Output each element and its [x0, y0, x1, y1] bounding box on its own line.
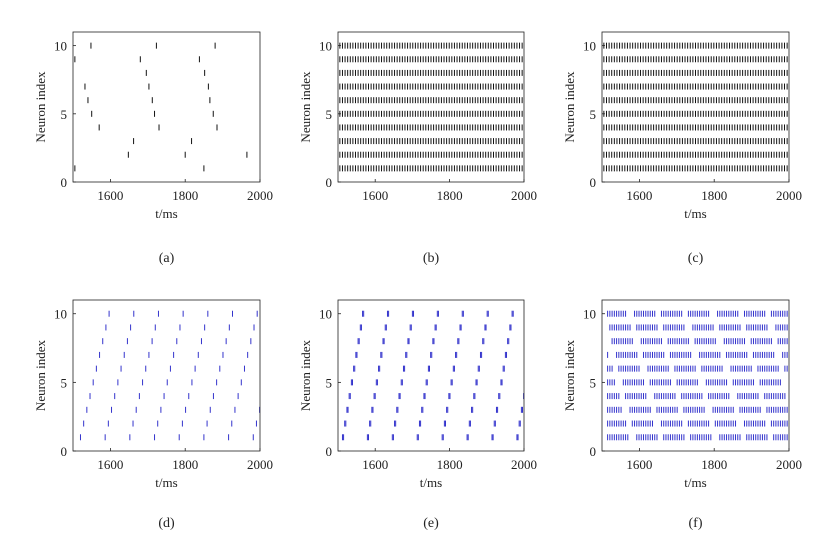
x-tick-label: 1800	[172, 188, 198, 203]
y-tick-label: 5	[326, 375, 333, 390]
y-tick-label: 5	[590, 107, 597, 122]
y-tick-label: 0	[61, 444, 68, 459]
x-tick-label: 2000	[247, 188, 273, 203]
axes-frame	[601, 299, 790, 452]
y-tick-label: 0	[326, 175, 333, 190]
y-tick-label: 10	[583, 39, 596, 54]
x-tick-label: 1600	[362, 188, 388, 203]
panel-label: (c)	[688, 251, 704, 266]
axes-frame	[337, 31, 525, 183]
spike-raster	[341, 310, 525, 441]
panel-e: 1600 1800 2000 0 5 10 t/ms Neuron index (e)	[298, 299, 537, 531]
y-tick-label: 5	[61, 375, 68, 390]
x-tick-label: 1600	[626, 188, 652, 203]
panel-a: 1600 1800 2000 0 5 10 t/ms Neuron index (a)	[33, 31, 273, 266]
y-axis-label: Neuron index	[562, 339, 577, 411]
panel-d: 1600 1800 2000 0 5 10 t/ms Neuron index (d)	[33, 299, 273, 531]
x-tick-label: 1600	[97, 457, 123, 472]
y-tick-label: 5	[590, 375, 597, 390]
x-tick-label: 1800	[437, 457, 463, 472]
x-tick-label: 1800	[437, 188, 463, 203]
panel-label: (a)	[159, 251, 175, 266]
x-tick-label: 2000	[776, 457, 802, 472]
spike-raster	[74, 42, 248, 172]
x-tick-label: 1600	[97, 188, 123, 203]
panel-label: (d)	[158, 516, 175, 531]
y-axis-label: Neuron index	[33, 339, 48, 411]
y-tick-label: 0	[590, 175, 597, 190]
y-axis-label: Neuron index	[298, 339, 313, 411]
spike-raster	[607, 310, 788, 441]
y-tick-label: 10	[54, 39, 67, 54]
y-tick-label: 10	[319, 39, 332, 54]
x-tick-label: 1800	[701, 188, 727, 203]
x-axis-label: t/ms	[155, 206, 177, 221]
y-tick-label: 0	[590, 444, 597, 459]
y-tick-label: 10	[583, 307, 596, 322]
axes-frame	[72, 31, 261, 183]
y-tick-label: 0	[61, 175, 68, 190]
x-tick-label: 1800	[172, 457, 198, 472]
panel-f: 1600 1800 2000 0 5 10 t/ms Neuron index (f)	[562, 299, 802, 531]
x-axis-label: t/ms	[684, 475, 706, 490]
y-tick-label: 10	[54, 307, 67, 322]
y-tick-label: 0	[326, 444, 333, 459]
panel-label: (f)	[689, 516, 703, 531]
y-axis-label: Neuron index	[33, 71, 48, 143]
x-tick-label: 1600	[362, 457, 388, 472]
spike-raster	[339, 42, 523, 172]
x-tick-label: 2000	[776, 188, 802, 203]
y-tick-label: 10	[319, 307, 332, 322]
panel-b: 1600 1800 2000 0 5 10 Neuron index (b)	[298, 31, 537, 266]
y-axis-label: Neuron index	[298, 71, 313, 143]
x-axis-label: t/ms	[684, 206, 706, 221]
spike-raster	[603, 42, 788, 172]
y-axis-label: Neuron index	[562, 71, 577, 143]
axes-frame	[601, 31, 790, 183]
panel-label: (e)	[423, 516, 439, 531]
x-tick-label: 2000	[511, 457, 537, 472]
y-tick-label: 5	[61, 107, 68, 122]
panel-c: 1600 1800 2000 0 5 10 t/ms Neuron index (c)	[562, 31, 802, 266]
x-tick-label: 2000	[511, 188, 537, 203]
axes-frame	[72, 299, 261, 452]
x-axis-label: t/ms	[420, 475, 442, 490]
panel-label: (b)	[423, 251, 440, 266]
y-tick-label: 5	[326, 107, 333, 122]
axes-frame	[337, 299, 525, 452]
x-axis-label: t/ms	[155, 475, 177, 490]
spike-raster	[79, 310, 261, 441]
x-tick-label: 1600	[626, 457, 652, 472]
x-tick-label: 1800	[701, 457, 727, 472]
x-tick-label: 2000	[247, 457, 273, 472]
